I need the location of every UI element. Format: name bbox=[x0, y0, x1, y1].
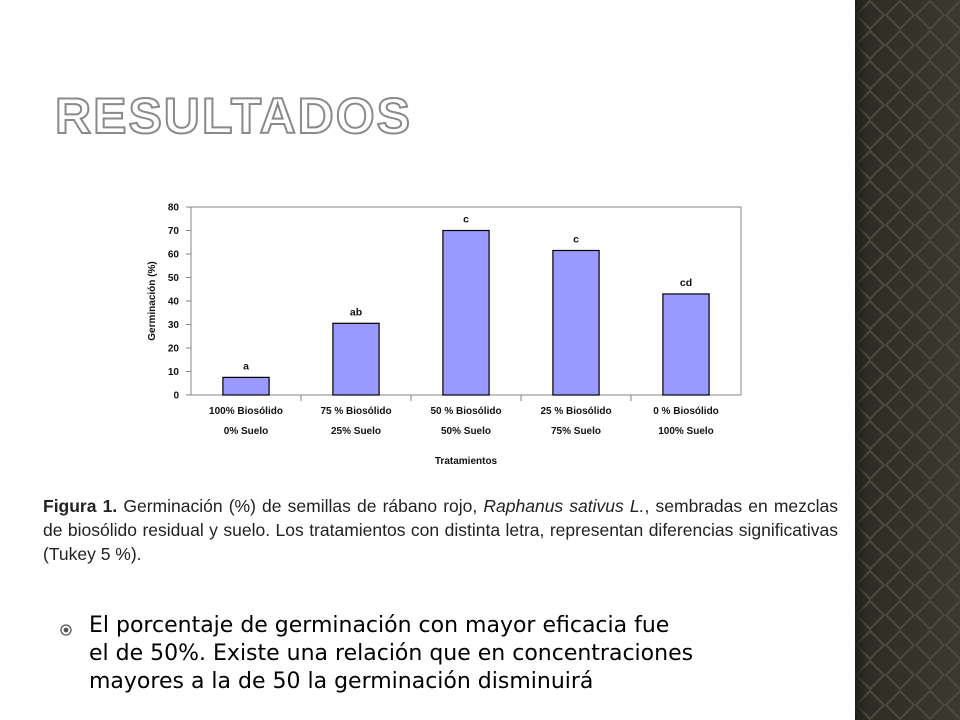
y-tick-label: 70 bbox=[168, 226, 180, 237]
x-axis-label: Tratamientos bbox=[435, 456, 498, 467]
caption-species: Raphanus sativus L. bbox=[483, 496, 645, 516]
bar bbox=[662, 293, 710, 396]
x-tick-label: 50% Suelo bbox=[441, 426, 491, 437]
x-tick-label: 0 % Biosólido bbox=[653, 406, 719, 417]
y-tick-label: 60 bbox=[168, 250, 180, 261]
x-tick-label: 100% Suelo bbox=[658, 426, 714, 437]
significance-letter: c bbox=[573, 233, 579, 245]
y-tick-label: 20 bbox=[168, 344, 180, 355]
significance-letter: c bbox=[463, 214, 469, 226]
x-tick-label: 50 % Biosólido bbox=[430, 406, 501, 417]
x-tick-label: 100% Biosólido bbox=[209, 406, 283, 417]
caption-label: Figura 1. bbox=[43, 496, 118, 516]
caption-text-2: , sembradas en mezclas de biosólido resi… bbox=[43, 496, 838, 564]
bar bbox=[552, 249, 600, 396]
y-tick-label: 0 bbox=[173, 391, 179, 402]
bar bbox=[442, 229, 490, 396]
significance-letter: ab bbox=[350, 306, 362, 318]
x-tick-label: 75% Suelo bbox=[551, 426, 601, 437]
y-tick-label: 80 bbox=[168, 203, 180, 214]
y-tick-label: 40 bbox=[168, 297, 180, 308]
caption-text-1: Germinación (%) de semillas de rábano ro… bbox=[117, 496, 484, 516]
significance-letter: cd bbox=[680, 277, 692, 289]
significance-letter: a bbox=[243, 360, 249, 372]
x-tick-label: 75 % Biosólido bbox=[320, 406, 391, 417]
bullet-text: El porcentaje de germinación con mayor e… bbox=[89, 613, 694, 694]
side-strip-shadow bbox=[855, 0, 867, 720]
germination-bar-chart: 0 10 20 30 40 50 60 70 80 a ab c c cd 100% Biosólido… bbox=[147, 203, 742, 467]
circle-dot-bullet-icon bbox=[60, 624, 72, 636]
x-tick-label: 25 % Biosólido bbox=[540, 406, 611, 417]
y-axis-label: Germinación (%) bbox=[147, 261, 158, 340]
slide-title: RESULTADOS bbox=[54, 87, 413, 145]
y-tick-label: 10 bbox=[168, 367, 180, 378]
figure-caption: Figura 1. Germinación (%) de semillas de… bbox=[43, 494, 838, 566]
side-decoration-strip bbox=[855, 0, 960, 720]
diamond-pattern bbox=[855, 0, 960, 720]
y-tick-label: 50 bbox=[168, 273, 180, 284]
bar bbox=[222, 376, 270, 396]
y-tick-label: 30 bbox=[168, 320, 180, 331]
bar bbox=[332, 322, 380, 396]
x-tick-label: 25% Suelo bbox=[331, 426, 381, 437]
x-tick-label: 0% Suelo bbox=[224, 426, 268, 437]
